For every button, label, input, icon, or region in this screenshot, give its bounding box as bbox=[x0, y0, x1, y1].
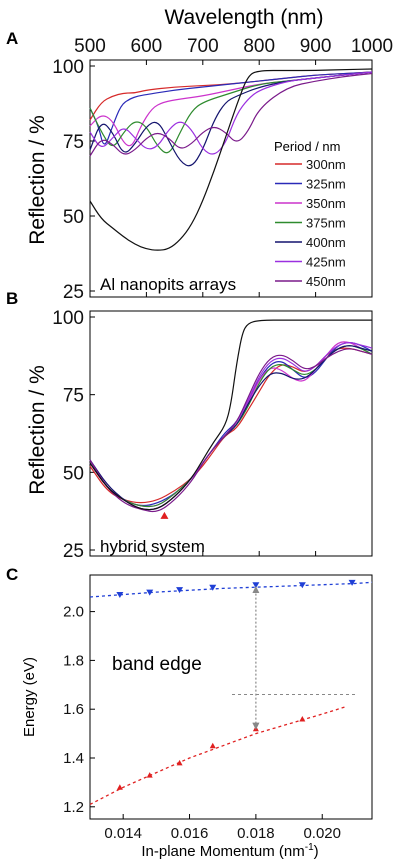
upper-branch-point bbox=[348, 579, 356, 586]
lower-branch-point bbox=[146, 772, 153, 778]
panel-a-frame bbox=[89, 59, 373, 298]
lower-branch-point bbox=[299, 715, 306, 722]
upper-branch-fit bbox=[89, 581, 373, 598]
series-line-450nm bbox=[89, 72, 373, 157]
y-tick-label: 75 bbox=[63, 386, 84, 407]
panel-letter-b: B bbox=[6, 289, 18, 308]
series-line-325nm bbox=[89, 342, 373, 507]
panel-letter-a: A bbox=[6, 29, 18, 48]
top-tick-label: 600 bbox=[131, 36, 163, 57]
top-tick-label: 500 bbox=[74, 36, 106, 57]
panel-b-annotation: hybrid system bbox=[100, 537, 205, 556]
panel-b-ylabel: Reflection / % bbox=[26, 365, 49, 495]
panel-letter-c: C bbox=[6, 565, 18, 584]
legend: 300nm 325nm 350nm 375nm 400nm 425nm 450nm bbox=[275, 157, 346, 289]
panel-c-plot bbox=[89, 579, 373, 805]
series-line-425nm bbox=[89, 71, 373, 155]
top-axis-title: Wavelength (nm) bbox=[164, 6, 323, 29]
c-x-tick-label: 0.016 bbox=[171, 825, 209, 842]
y-tick-label: 50 bbox=[63, 207, 84, 228]
legend-entry-325nm: 325nm bbox=[306, 177, 346, 192]
series-line-flat bbox=[89, 319, 372, 511]
legend-entry-450nm: 450nm bbox=[306, 274, 346, 289]
lower-branch-point bbox=[252, 725, 259, 732]
c-y-tick-label: 2.0 bbox=[63, 604, 84, 621]
y-tick-label: 100 bbox=[52, 57, 84, 78]
upper-branch-point bbox=[252, 582, 260, 589]
y-tick-label: 25 bbox=[63, 541, 84, 562]
series-line-375nm bbox=[89, 345, 373, 508]
panel-c-ylabel: Energy (eV) bbox=[21, 657, 38, 737]
c-y-tick-label: 1.4 bbox=[63, 750, 84, 767]
y-tick-label: 75 bbox=[63, 132, 84, 153]
series-line-425nm bbox=[89, 342, 373, 511]
lower-branch-fit bbox=[89, 706, 346, 805]
panel-a-lines bbox=[89, 68, 373, 251]
panel-b-frame bbox=[89, 310, 373, 557]
minimum-marker bbox=[160, 511, 169, 519]
panel-c-frame bbox=[89, 574, 373, 820]
lower-branch-point bbox=[209, 742, 216, 749]
y-tick-label: 100 bbox=[52, 308, 84, 329]
panel-c-xlabel: In-plane Momentum (nm-1) bbox=[141, 842, 318, 860]
upper-branch-point bbox=[176, 587, 184, 594]
legend-entry-400nm: 400nm bbox=[306, 235, 346, 250]
series-line-300nm bbox=[89, 347, 373, 504]
upper-branch-point bbox=[209, 584, 217, 591]
c-y-tick-label: 1.6 bbox=[63, 701, 84, 718]
panel-b-y-ticks: 25 50 75 100 bbox=[52, 308, 373, 562]
y-tick-label: 25 bbox=[63, 282, 84, 303]
top-tick-label: 900 bbox=[300, 36, 332, 57]
series-line-flat bbox=[89, 68, 373, 251]
upper-branch-point bbox=[116, 592, 124, 599]
series-line-450nm bbox=[89, 348, 373, 513]
upper-branch-point bbox=[146, 589, 154, 596]
panel-a-ylabel: Reflection / % bbox=[26, 115, 49, 245]
legend-entry-375nm: 375nm bbox=[306, 216, 346, 231]
lower-branch-point bbox=[116, 784, 123, 790]
c-x-tick-label: 0.014 bbox=[104, 825, 142, 842]
panel-a-y-ticks: 25 50 75 100 bbox=[52, 57, 373, 303]
upper-branch-point bbox=[298, 582, 306, 589]
c-x-tick-label: 0.020 bbox=[303, 825, 341, 842]
panel-a-annotation: Al nanopits arrays bbox=[100, 275, 236, 294]
series-line-400nm bbox=[89, 71, 373, 167]
legend-title: Period / nm bbox=[274, 139, 340, 154]
c-y-tick-label: 1.8 bbox=[63, 652, 84, 669]
series-line-325nm bbox=[89, 71, 373, 145]
top-tick-label: 1000 bbox=[351, 36, 393, 57]
top-tick-label: 800 bbox=[243, 36, 275, 57]
c-y-tick-label: 1.2 bbox=[63, 799, 84, 816]
y-tick-label: 50 bbox=[63, 463, 84, 484]
panel-c-ticks: 1.2 1.4 1.6 1.8 2.0 0.014 0.016 0.018 0.020 bbox=[63, 604, 341, 842]
top-tick-label: 700 bbox=[187, 36, 219, 57]
series-line-350nm bbox=[89, 341, 373, 508]
band-edge-label: band edge bbox=[112, 654, 202, 675]
legend-entry-425nm: 425nm bbox=[306, 255, 346, 270]
legend-entry-300nm: 300nm bbox=[306, 157, 346, 172]
panel-b-lines bbox=[89, 319, 373, 519]
lower-branch-point bbox=[176, 759, 183, 766]
legend-entry-350nm: 350nm bbox=[306, 196, 346, 211]
top-axis-ticks: 500 600 700 800 900 1000 bbox=[74, 36, 393, 65]
c-x-tick-label: 0.018 bbox=[237, 825, 275, 842]
